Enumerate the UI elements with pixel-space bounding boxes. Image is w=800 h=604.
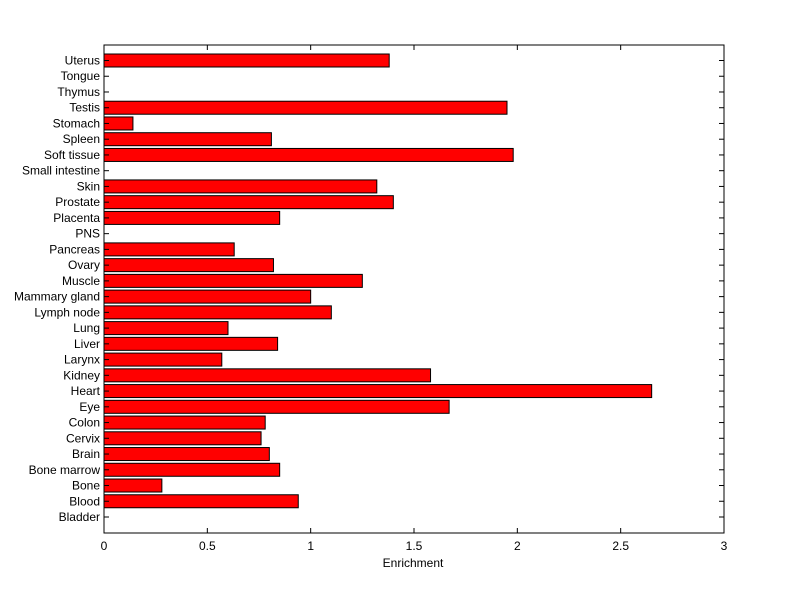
y-tick-label-bone: Bone xyxy=(72,479,100,493)
y-tick-label-thymus: Thymus xyxy=(57,85,100,99)
bar-prostate xyxy=(103,195,394,210)
y-tick-label-cervix: Cervix xyxy=(66,431,100,445)
y-tick-label-ovary: Ovary xyxy=(68,258,100,272)
bar-bone-marrow xyxy=(103,462,281,477)
y-tick-label-kidney: Kidney xyxy=(63,368,100,382)
x-tick-label: 1.5 xyxy=(406,539,423,553)
y-tick-label-small-intestine: Small intestine xyxy=(22,164,100,178)
y-tick-label-prostate: Prostate xyxy=(55,195,100,209)
bar-kidney xyxy=(103,368,432,383)
bar-lymph-node xyxy=(103,305,332,320)
x-tick-label: 2.5 xyxy=(612,539,629,553)
plot-area-frame xyxy=(103,44,725,534)
x-tick-label: 0.5 xyxy=(199,539,216,553)
y-tick-label-uterus: Uterus xyxy=(65,54,100,68)
y-tick-label-testis: Testis xyxy=(69,101,100,115)
y-tick-label-pancreas: Pancreas xyxy=(49,242,100,256)
y-tick-label-skin: Skin xyxy=(77,179,100,193)
x-tick-label: 0 xyxy=(101,539,108,553)
y-tick-label-placenta: Placenta xyxy=(53,211,100,225)
bar-placenta xyxy=(103,210,281,225)
bar-larynx xyxy=(103,352,223,367)
y-tick-label-bone-marrow: Bone marrow xyxy=(29,463,101,477)
y-tick-label-lymph-node: Lymph node xyxy=(34,305,100,319)
y-tick-label-soft-tissue: Soft tissue xyxy=(44,148,100,162)
bar-lung xyxy=(103,321,229,336)
bar-ovary xyxy=(103,258,274,273)
y-tick-label-pns: PNS xyxy=(75,227,100,241)
bar-cervix xyxy=(103,431,262,446)
y-tick-label-mammary-gland: Mammary gland xyxy=(14,290,100,304)
y-tick-label-lung: Lung xyxy=(73,321,100,335)
bar-liver xyxy=(103,336,279,351)
y-tick-label-stomach: Stomach xyxy=(53,116,100,130)
bar-pancreas xyxy=(103,242,235,257)
y-tick-label-liver: Liver xyxy=(74,337,100,351)
bar-blood xyxy=(103,494,299,509)
bar-muscle xyxy=(103,273,363,288)
bar-mammary-gland xyxy=(103,289,312,304)
bar-brain xyxy=(103,447,270,462)
bar-testis xyxy=(103,100,508,115)
x-tick-label: 1 xyxy=(307,539,314,553)
y-tick-label-muscle: Muscle xyxy=(62,274,100,288)
bar-skin xyxy=(103,179,378,194)
y-tick-label-brain: Brain xyxy=(72,447,100,461)
y-tick-label-larynx: Larynx xyxy=(64,353,100,367)
y-tick-label-colon: Colon xyxy=(69,416,100,430)
x-axis-label: Enrichment xyxy=(383,556,444,570)
bar-uterus xyxy=(103,53,390,68)
bar-colon xyxy=(103,415,266,430)
bars-layer xyxy=(103,53,653,509)
y-tick-label-heart: Heart xyxy=(71,384,101,398)
bar-bone xyxy=(103,478,163,493)
y-tick-label-spleen: Spleen xyxy=(63,132,100,146)
x-tick-label: 3 xyxy=(721,539,728,553)
bar-spleen xyxy=(103,132,272,147)
x-tick-label: 2 xyxy=(514,539,521,553)
y-tick-label-blood: Blood xyxy=(69,494,100,508)
bar-soft-tissue xyxy=(103,147,514,162)
bar-eye xyxy=(103,399,450,414)
y-tick-label-bladder: Bladder xyxy=(59,510,100,524)
bar-heart xyxy=(103,384,653,399)
y-tick-label-eye: Eye xyxy=(79,400,100,414)
y-tick-label-tongue: Tongue xyxy=(61,69,101,83)
ticks-layer xyxy=(103,45,725,533)
